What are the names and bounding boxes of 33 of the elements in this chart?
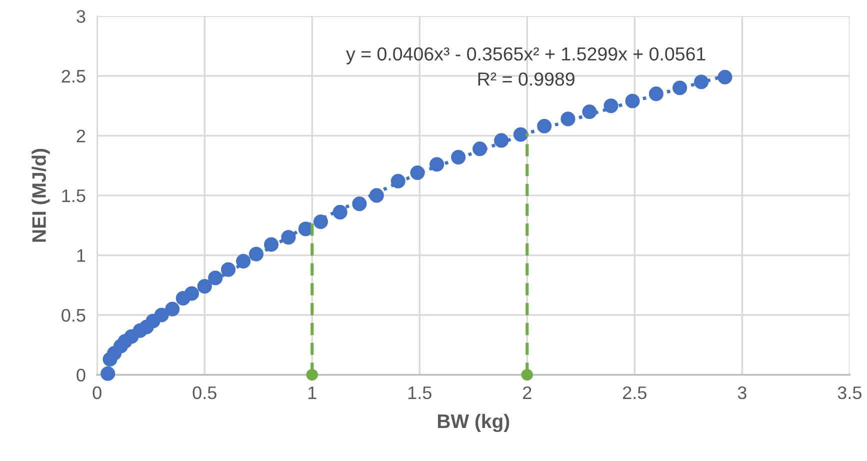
- point: [694, 74, 709, 90]
- y-tick-label: 2.5: [62, 70, 86, 83]
- y-axis-title: NEI (MJ/d): [32, 148, 50, 242]
- x-tick-label: 3: [738, 386, 746, 400]
- point: [390, 174, 406, 188]
- y-tick-label: 1.5: [62, 190, 86, 202]
- y-tick-label: 0: [76, 368, 86, 382]
- point: [236, 254, 251, 268]
- x-tick-label: 0: [92, 386, 102, 400]
- point: [430, 157, 444, 172]
- point: [332, 204, 348, 220]
- y-tick-label: 2: [76, 130, 86, 142]
- y-tick-label: 0.5: [62, 308, 86, 322]
- y-tick-label: 3: [76, 10, 86, 23]
- x-tick-label: 2: [523, 386, 532, 399]
- x-tick-label: 2.5: [623, 386, 646, 400]
- point: [100, 366, 116, 381]
- x-tick-label: 3.5: [838, 386, 862, 400]
- y-tick-label: 1: [77, 249, 86, 262]
- point: [604, 98, 618, 114]
- point: [208, 270, 223, 286]
- point: [494, 133, 509, 148]
- point: [220, 262, 236, 277]
- point: [264, 237, 279, 252]
- x-tick-label: 1: [308, 386, 316, 399]
- point: [582, 104, 597, 120]
- annotation: y = 0.0406x³ - 0.3565x² + 1.5299x + 0.0561: [346, 47, 706, 64]
- point: [718, 70, 732, 84]
- annotation: R² = 0.9989: [478, 72, 574, 86]
- point: [281, 230, 296, 245]
- x-tick-label: 1.5: [408, 386, 432, 400]
- x-axis-title: BW (kg): [438, 414, 510, 432]
- x-tick-label: 0.5: [192, 386, 216, 400]
